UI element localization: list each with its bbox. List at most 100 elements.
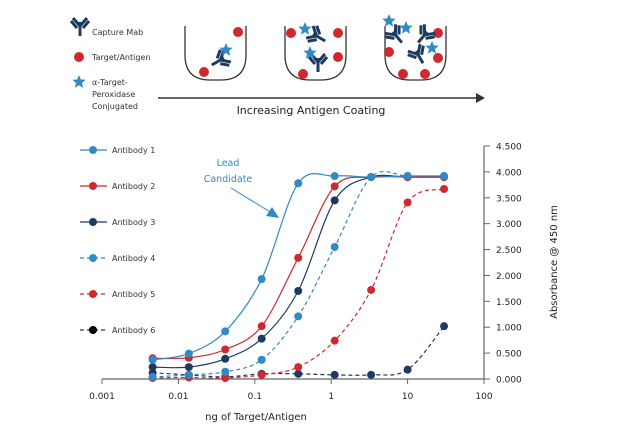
- legend-item: Antibody 1: [80, 146, 155, 155]
- x-tick-label: 0.001: [89, 392, 115, 402]
- data-point: [294, 286, 303, 295]
- series-antibody-2: [148, 173, 449, 363]
- arrow-label: Increasing Antigen Coating: [237, 104, 386, 117]
- x-axis-label: ng of Target/Antigen: [205, 412, 307, 423]
- y-tick-label: 1.000: [496, 324, 522, 334]
- y-tick-label: 4.500: [496, 143, 522, 153]
- antigen-icon: [398, 69, 408, 79]
- data-point: [330, 196, 339, 205]
- legend-label: Antibody 3: [112, 218, 155, 227]
- y-tick-label: 2.500: [496, 246, 522, 256]
- legend-marker: [89, 254, 97, 262]
- antigen-icon: [433, 28, 443, 38]
- series-antibody-1: [148, 172, 449, 364]
- y-tick-label: 0.000: [496, 376, 522, 386]
- legend-label: Antibody 6: [112, 326, 155, 335]
- y-tick-label: 4.000: [496, 168, 522, 178]
- data-point: [330, 370, 339, 379]
- antibody-icon: [305, 25, 326, 43]
- red-circle-icon: [74, 52, 84, 62]
- data-point: [221, 367, 230, 376]
- legend-label: Antibody 1: [112, 146, 155, 155]
- x-tick-label: 0.01: [168, 392, 188, 402]
- data-point: [367, 173, 376, 182]
- y-tick-label: 3.500: [496, 194, 522, 204]
- legend-item: Antibody 5: [80, 290, 155, 299]
- data-point: [403, 198, 412, 207]
- star-icon: [425, 41, 439, 54]
- data-point: [330, 336, 339, 345]
- data-point: [294, 179, 303, 188]
- data-point: [294, 363, 303, 372]
- y-tick-label: 1.500: [496, 298, 522, 308]
- wells: [184, 14, 447, 81]
- data-point: [367, 370, 376, 379]
- legend-marker: [89, 218, 97, 226]
- data-point: [221, 373, 230, 382]
- data-point: [257, 355, 266, 364]
- data-point: [184, 363, 193, 372]
- antigen-icon: [333, 28, 343, 38]
- y-axis-label: Absorbance @ 450 nm: [549, 205, 560, 319]
- y-tick-label: 3.000: [496, 220, 522, 230]
- data-point: [257, 370, 266, 379]
- data-point: [148, 363, 157, 372]
- x-tick-label: 10: [402, 392, 414, 402]
- antibody-icon: [407, 43, 425, 64]
- legend-marker: [89, 182, 97, 190]
- x-tick-label: 100: [475, 392, 492, 402]
- x-tick-label: 0.1: [248, 392, 262, 402]
- series-line: [152, 170, 445, 378]
- legend-item: Antibody 3: [80, 218, 155, 227]
- data-point: [221, 345, 230, 354]
- well: [284, 26, 347, 81]
- legend-conjugate-line1: α-Target-: [92, 78, 128, 87]
- data-point: [257, 322, 266, 331]
- series-antibody-4: [148, 170, 449, 381]
- well: [384, 26, 447, 81]
- antibody-icon: [384, 24, 404, 44]
- legend-item: Antibody 4: [80, 254, 155, 263]
- antigen-icon: [433, 53, 443, 63]
- annotation-line2: Candidate: [204, 174, 253, 185]
- data-point: [403, 365, 412, 374]
- lead-candidate-annotation: Lead Candidate: [204, 158, 279, 218]
- arrow-head-icon: [476, 93, 485, 103]
- star-icon: [219, 43, 233, 56]
- data-point: [221, 354, 230, 363]
- legend-capture-mab: Capture Mab: [92, 28, 143, 37]
- y-tick-label: 0.500: [496, 350, 522, 360]
- data-point: [294, 369, 303, 378]
- y-tick-label: 2.000: [496, 272, 522, 282]
- data-point: [294, 312, 303, 321]
- data-point: [148, 372, 157, 381]
- legend-target-antigen: Target/Antigen: [91, 53, 150, 62]
- data-point: [257, 275, 266, 284]
- legend-item: Antibody 2: [80, 182, 155, 191]
- series-line: [152, 173, 445, 361]
- legend-label: Antibody 4: [112, 254, 155, 263]
- annotation-arrow: [230, 187, 273, 214]
- data-point: [257, 334, 266, 343]
- series-antibody-5: [148, 184, 449, 382]
- star-icon: [72, 75, 86, 88]
- data-point: [367, 285, 376, 294]
- legend-conjugate-line2: Peroxidase: [92, 90, 135, 99]
- diagram-legend: Capture Mab Target/Antigen α-Target- Per…: [69, 17, 150, 111]
- data-point: [403, 172, 412, 181]
- annotation-line1: Lead: [217, 158, 240, 169]
- antibody-icon: [69, 17, 91, 36]
- data-point: [440, 322, 449, 331]
- legend-marker: [89, 326, 97, 334]
- antigen-icon: [199, 67, 209, 77]
- antibody-icon: [416, 24, 436, 44]
- star-icon: [382, 14, 396, 27]
- legend-conjugate-line3: Conjugated: [92, 102, 138, 111]
- antigen-icon: [233, 27, 243, 37]
- series-line: [152, 188, 445, 379]
- legend-item: Antibody 6: [80, 326, 155, 335]
- well: [184, 26, 247, 81]
- data-point: [440, 184, 449, 193]
- antigen-icon: [298, 69, 308, 79]
